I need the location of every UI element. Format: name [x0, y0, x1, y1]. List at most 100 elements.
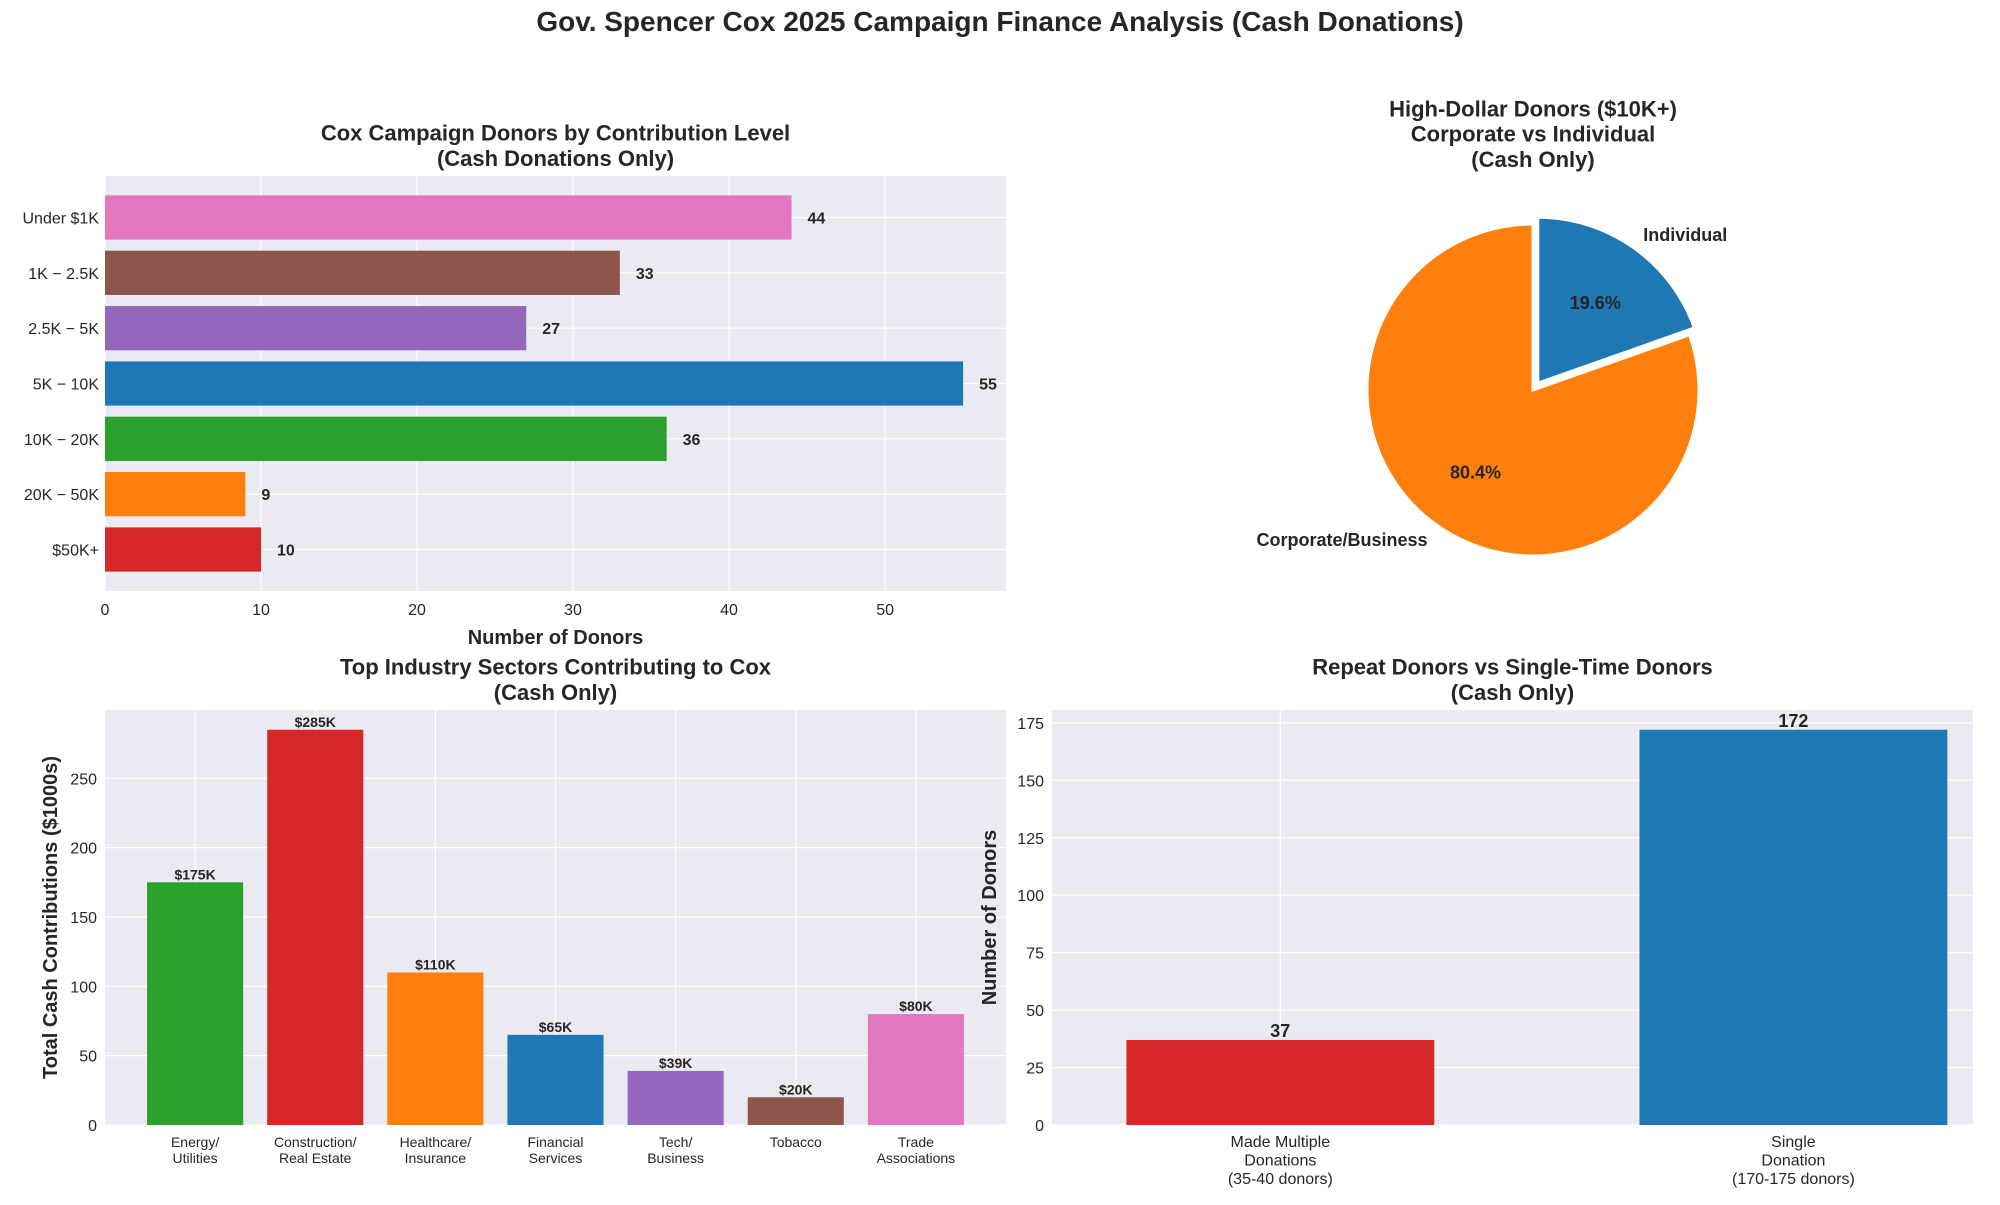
chart-title-line: Repeat Donors vs Single-Time Donors [1312, 655, 1713, 680]
bar [147, 882, 244, 1125]
y-tick-label-line: 200 [70, 841, 97, 858]
data-label-line: $65K [539, 1019, 572, 1035]
y-axis-label: Number of Donors [979, 830, 1001, 1006]
y-tick-label: 1K − 2.5K [28, 266, 99, 283]
x-tick-label-line: Financial [527, 1134, 583, 1150]
y-tick-label-line: 0 [1035, 1118, 1044, 1135]
y-tick-label-line: Under $1K [23, 211, 100, 228]
x-tick-label: 30 [564, 602, 582, 619]
data-label: $285K [295, 714, 336, 730]
data-label-line: $80K [899, 998, 932, 1014]
x-tick-label: Made Multiple Donations (35-40 donors) [1228, 1134, 1333, 1188]
y-tick-label-line: 150 [70, 910, 97, 927]
x-tick-label: Trade Associations [877, 1134, 956, 1166]
y-tick-label: 250 [70, 771, 97, 788]
x-tick-label-line: Construction/ [274, 1134, 357, 1150]
data-label-line: 172 [1778, 711, 1808, 731]
chart-title-line: (Cash Only) [494, 680, 617, 705]
data-label-line: 27 [542, 321, 560, 338]
y-axis-label-line: Number of Donors [979, 830, 1001, 1006]
x-tick-label-line: Business [647, 1150, 704, 1166]
y-tick-label-line: 250 [70, 771, 97, 788]
x-tick-label-line: Real Estate [279, 1150, 352, 1166]
y-tick-label: 150 [70, 910, 97, 927]
chart-title-line: (Cash Only) [1451, 680, 1574, 705]
x-axis-label: Number of Donors [468, 627, 644, 649]
data-label-line: $20K [779, 1081, 812, 1097]
y-tick-label: 50 [1026, 1003, 1044, 1020]
x-tick-label: 20 [408, 602, 426, 619]
y-tick-label: 100 [1017, 888, 1044, 905]
pie-label-line: Individual [1643, 225, 1727, 245]
x-tick-label-line: 0 [101, 602, 110, 619]
x-tick-label-line: Services [529, 1150, 583, 1166]
bar [627, 1070, 724, 1125]
y-tick-label-line: 25 [1026, 1061, 1044, 1078]
x-tick-label: Construction/Real Estate [274, 1134, 357, 1166]
y-tick-label-line: 175 [1017, 716, 1044, 733]
x-tick-label-line: Made Multiple [1231, 1134, 1331, 1151]
chart-title-line: (Cash Donations Only) [437, 146, 674, 171]
data-label: 44 [807, 211, 825, 228]
x-tick-label-line: Insurance [405, 1150, 467, 1166]
x-tick-label-line: Tech/ [659, 1134, 693, 1150]
data-label: $65K [539, 1019, 572, 1035]
x-tick-label-line: Utilities [173, 1150, 218, 1166]
data-label-line: $285K [295, 714, 336, 730]
y-tick-label-line: 1K − 2.5K [28, 266, 99, 283]
y-tick-label-line: 20K − 50K [24, 487, 100, 504]
x-tick-label-line: Single [1771, 1134, 1816, 1151]
bar [105, 527, 262, 572]
y-tick-label: 50 [79, 1049, 97, 1066]
x-tick-label-line: 10 [252, 602, 270, 619]
data-label-line: 10 [277, 543, 295, 560]
x-tick-label: Healthcare/Insurance [400, 1134, 472, 1166]
y-tick-label: 150 [1017, 773, 1044, 790]
x-tick-label: 50 [876, 602, 894, 619]
x-tick-label-line: 40 [720, 602, 738, 619]
y-tick-label: 25 [1026, 1061, 1044, 1078]
bar [1126, 1039, 1435, 1125]
y-tick-label-line: 50 [79, 1049, 97, 1066]
data-label-line: 9 [261, 487, 270, 504]
y-tick-label: 5K − 10K [33, 377, 100, 394]
y-tick-label-line: 2.5K − 5K [28, 321, 99, 338]
bar [105, 361, 964, 406]
x-tick-label: 0 [101, 602, 110, 619]
x-tick-label: Financial Services [527, 1134, 583, 1166]
bar [267, 729, 364, 1125]
x-tick-label-line: Energy/ [171, 1134, 219, 1150]
data-label: 172 [1778, 711, 1808, 731]
data-label: $20K [779, 1081, 812, 1097]
x-axis-label-line: Number of Donors [468, 627, 644, 649]
pie-label-line: Corporate/Business [1256, 530, 1427, 550]
data-label-line: $110K [415, 956, 455, 972]
y-axis-label: Total Cash Contributions ($1000s) [40, 756, 62, 1079]
chart-title: Top Industry Sectors Contributing to Cox… [340, 655, 772, 705]
chart-title: Repeat Donors vs Single-Time Donors (Cash… [1312, 655, 1713, 705]
y-tick-label: 200 [70, 841, 97, 858]
y-tick-label: Under $1K [23, 211, 100, 228]
y-tick-label-line: 0 [88, 1118, 97, 1135]
y-axis-label-line: Total Cash Contributions ($1000s) [40, 756, 62, 1079]
bar [105, 472, 246, 517]
x-tick-label-line: 50 [876, 602, 894, 619]
pct-label-line: 80.4% [1450, 462, 1501, 482]
figure-title: Gov. Spencer Cox 2025 Campaign Finance A… [536, 6, 1464, 37]
data-label: $110K [415, 956, 455, 972]
data-label: 10 [277, 543, 295, 560]
y-tick-label-line: 50 [1026, 1003, 1044, 1020]
bar [105, 306, 527, 351]
y-tick-label-line: 5K − 10K [33, 377, 100, 394]
chart-title: High-Dollar Donors ($10K+) Corporate vs I… [1389, 96, 1677, 172]
data-label: $80K [899, 998, 932, 1014]
x-tick-label: 10 [252, 602, 270, 619]
bar [105, 416, 667, 461]
y-tick-label: 10K − 20K [24, 432, 100, 449]
x-tick-label: Energy/Utilities [171, 1134, 219, 1166]
x-tick-label-line: Healthcare/ [400, 1134, 472, 1150]
data-label: $175K [174, 866, 215, 882]
bar [105, 250, 620, 295]
x-tick-label-line: 20 [408, 602, 426, 619]
y-tick-label: 75 [1026, 946, 1044, 963]
